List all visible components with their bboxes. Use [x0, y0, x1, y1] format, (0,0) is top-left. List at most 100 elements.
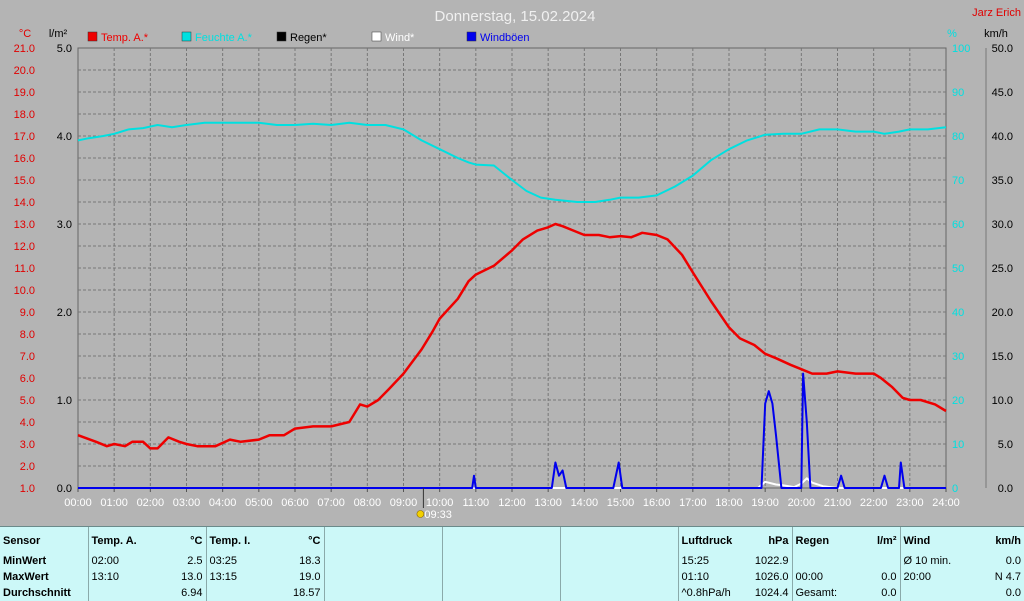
- temp-tick-label: 1.0: [20, 483, 35, 495]
- wind-tick-label: 45.0: [992, 87, 1013, 99]
- temp-i-value: 19.0: [299, 571, 321, 583]
- stats-panel: Sensor Temp. A. °C Temp. I. °C Luftdruck…: [0, 526, 1024, 601]
- wind-tick-label: 30.0: [992, 219, 1013, 231]
- humidity-tick-label: 20: [952, 395, 964, 407]
- pressure-value: 1022.9: [754, 555, 789, 567]
- empty-col: [559, 553, 678, 569]
- x-tick-label: 03:00: [173, 497, 201, 509]
- grid-lines: [78, 48, 946, 488]
- temp-tick-label: 20.0: [14, 65, 35, 77]
- wind-unit-label: km/h: [984, 28, 1008, 40]
- x-tick-label: 07:00: [317, 497, 345, 509]
- humidity-unit-label: %: [947, 28, 957, 40]
- stats-row-min: MinWert 02:00 2.5 03:25 18.3 15:25 1022.…: [0, 553, 1024, 569]
- x-tick-label: 24:00: [932, 497, 960, 509]
- wind-time: Ø 10 min.: [899, 553, 958, 569]
- header-pressure: Luftdruck: [677, 527, 736, 553]
- temp-i-time: [205, 585, 264, 601]
- header-wind: Wind: [899, 527, 958, 553]
- empty-col: [441, 569, 560, 585]
- series-lines: [77, 121, 947, 489]
- wind-time: [899, 585, 958, 601]
- temp-a-value: 6.94: [181, 587, 203, 599]
- wind-tick-label: 20.0: [992, 307, 1013, 319]
- temp-a-value: 2.5: [187, 555, 203, 567]
- x-tick-label: 15:00: [607, 497, 635, 509]
- header-rain-unit: l/m²: [876, 535, 897, 547]
- humidity-tick-label: 30: [952, 351, 964, 363]
- header-temp-i-unit: °C: [308, 535, 321, 547]
- rain-value: 0.0: [881, 571, 897, 583]
- temp-tick-label: 17.0: [14, 131, 35, 143]
- sunrise-label: 09:33: [424, 509, 452, 521]
- x-tick-label: 14:00: [571, 497, 599, 509]
- series-line: [77, 222, 947, 450]
- empty-col: [323, 527, 442, 553]
- x-tick-label: 18:00: [715, 497, 743, 509]
- x-tick-label: 02:00: [137, 497, 165, 509]
- pressure-time: 15:25: [677, 553, 736, 569]
- row-label: Durchschnitt: [3, 587, 71, 599]
- x-tick-label: 11:00: [462, 497, 489, 509]
- temp-tick-label: 12.0: [14, 241, 35, 253]
- humidity-tick-label: 100: [952, 43, 970, 55]
- empty-col: [323, 553, 442, 569]
- humidity-tick-label: 90: [952, 87, 964, 99]
- humidity-tick-label: 60: [952, 219, 964, 231]
- x-tick-label: 05:00: [245, 497, 273, 509]
- pressure-value: 1024.4: [754, 587, 789, 599]
- rain-tick-label: 5.0: [57, 43, 72, 55]
- legend-label: Regen*: [290, 32, 327, 44]
- rain-value: 0.0: [881, 587, 897, 599]
- rain-tick-label: 0.0: [57, 483, 72, 495]
- x-tick-label: 01:00: [100, 497, 128, 509]
- temp-tick-label: 6.0: [20, 373, 35, 385]
- rain-tick-label: 2.0: [57, 307, 72, 319]
- humidity-tick-label: 50: [952, 263, 964, 275]
- temp-tick-label: 8.0: [20, 329, 35, 341]
- x-tick-label: 23:00: [896, 497, 924, 509]
- weather-chart: Donnerstag, 15.02.2024 Jarz Erich °C l/m…: [14, 7, 1021, 521]
- legend-swatch: [371, 31, 382, 42]
- header-rain: Regen: [791, 527, 854, 553]
- rain-time: 00:00: [791, 569, 854, 585]
- temp-tick-label: 7.0: [20, 351, 35, 363]
- legend-swatch: [87, 31, 98, 42]
- temp-tick-label: 16.0: [14, 153, 35, 165]
- wind-tick-label: 5.0: [998, 439, 1013, 451]
- humidity-tick-label: 0: [952, 483, 958, 495]
- temp-tick-label: 14.0: [14, 197, 35, 209]
- legend-label: Wind*: [385, 32, 415, 44]
- temp-tick-label: 10.0: [14, 285, 35, 297]
- empty-col: [441, 585, 560, 601]
- stats-header-row: Sensor Temp. A. °C Temp. I. °C Luftdruck…: [0, 527, 1024, 553]
- series-line: [77, 121, 947, 203]
- row-label: MaxWert: [3, 571, 49, 583]
- wind-value: 0.0: [1005, 555, 1021, 567]
- header-wind-unit: km/h: [995, 535, 1021, 547]
- rain-tick-label: 1.0: [57, 395, 72, 407]
- temp-tick-label: 11.0: [14, 263, 35, 275]
- rain-time: Gesamt:: [791, 585, 854, 601]
- temp-i-time: 03:25: [205, 553, 264, 569]
- wind-tick-label: 15.0: [992, 351, 1013, 363]
- humidity-tick-label: 40: [952, 307, 964, 319]
- rain-value: [854, 553, 900, 569]
- legend-swatch: [466, 31, 477, 42]
- pressure-value: 1026.0: [754, 571, 789, 583]
- series-line: [78, 372, 946, 489]
- empty-col: [559, 569, 678, 585]
- x-tick-label: 12:00: [498, 497, 526, 509]
- stats-row-avg: Durchschnitt 6.94 18.57 ^0.8hPa/h 1024.4…: [0, 585, 1024, 601]
- temp-i-time: 13:15: [205, 569, 264, 585]
- x-tick-label: 06:00: [281, 497, 309, 509]
- temp-tick-label: 4.0: [20, 417, 35, 429]
- empty-col: [559, 585, 678, 601]
- legend-swatch: [276, 31, 287, 42]
- series-line: [78, 477, 946, 489]
- x-tick-label: 08:00: [354, 497, 382, 509]
- header-temp-a: Temp. A.: [87, 527, 148, 553]
- humidity-tick-label: 10: [952, 439, 964, 451]
- sun-icon: [416, 510, 425, 518]
- temp-tick-label: 2.0: [20, 461, 35, 473]
